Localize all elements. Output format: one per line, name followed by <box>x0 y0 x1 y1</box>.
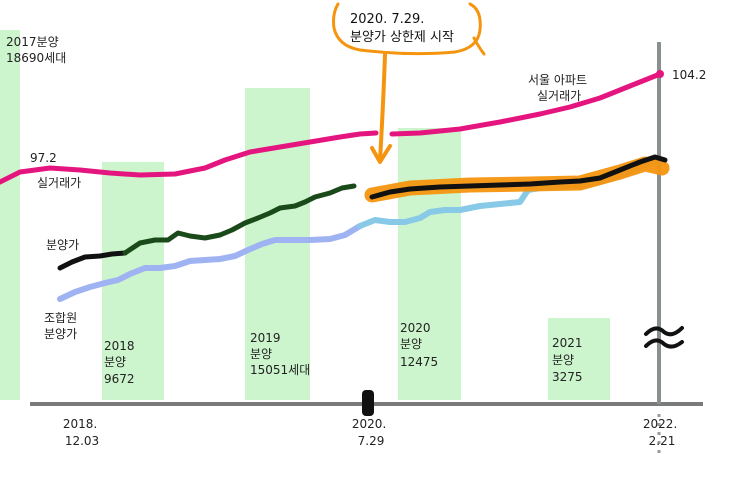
annotation-tail <box>472 36 486 56</box>
seoul-end-value: 104.2 <box>672 68 706 82</box>
x-tick-2022-02: 2022. 2.21 <box>643 417 681 448</box>
x-tick-2020-07: 2020. 7.29 <box>352 417 390 448</box>
supply-bars <box>0 30 610 400</box>
presale-series-label: 분양가 <box>46 238 79 252</box>
annotation-arrow <box>378 53 387 162</box>
bar-label-2018: 2018 분양 9672 <box>104 339 138 386</box>
axis-break-symbol <box>644 326 684 349</box>
annotation-bubble <box>332 2 482 56</box>
line-presale-price-pre-cap-green <box>122 183 357 256</box>
bar-label-2019: 2019 분양 15051세대 <box>250 331 310 377</box>
line-presale-price-pre-cap <box>57 250 128 271</box>
line-seoul-apartment-price <box>0 130 379 185</box>
seoul-end-point <box>656 70 664 78</box>
x-tick-2018-12: 2018. 12.03 <box>63 417 101 448</box>
bar-label-2017: 2017분양 18690세대 <box>6 35 66 65</box>
bar-2020 <box>398 128 461 400</box>
bar-2021 <box>548 318 610 400</box>
seoul-series-label: 서울 아파트 실거래가 <box>528 73 591 103</box>
seoul-start-label: 실거래가 <box>37 176 81 190</box>
policy-date-marker <box>362 390 374 416</box>
line-presale-price-post-cap <box>369 154 668 200</box>
annotation-arrowhead <box>370 144 392 164</box>
annotation-text: 2020. 7.29. 분양가 상한제 시작 <box>350 12 454 45</box>
bar-2017 <box>0 30 20 400</box>
line-seoul-apartment-price-post-cap <box>389 71 663 137</box>
bar-label-2020: 2020 분양 12475 <box>400 321 438 369</box>
member-series-label: 조합원 분양가 <box>44 311 81 341</box>
seoul-start-value: 97.2 <box>30 151 57 165</box>
bar-label-2021: 2021 분양 3275 <box>552 336 586 384</box>
line-member-presale-price <box>57 223 363 302</box>
policy-annotation: 2020. 7.29. 분양가 상한제 시작 <box>332 2 486 164</box>
